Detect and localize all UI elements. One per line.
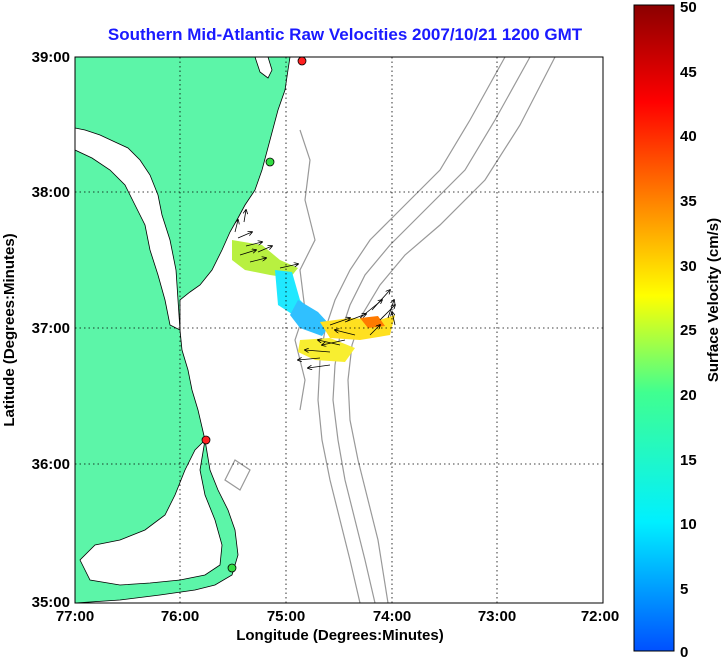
station-marker [227, 563, 237, 573]
pamlico-sound [79, 438, 223, 586]
colorbar-tick: 15 [680, 452, 697, 469]
colorbar-tick: 10 [680, 516, 697, 533]
grid-lines [75, 57, 603, 603]
y-tick-label: 38:00 [32, 184, 70, 201]
colorbar-label: Surface Velocity (cm/s) [705, 218, 722, 382]
colorbar-tick: 30 [680, 258, 697, 275]
colorbar-tick-labels: 50 45 40 35 30 25 20 15 10 5 0 [680, 0, 697, 659]
y-axis-label: Latitude (Degrees:Minutes) [1, 233, 18, 426]
x-tick-label: 76:00 [161, 608, 199, 625]
x-tick-labels: 77:00 76:00 75:00 74:00 73:00 72:00 [56, 608, 619, 625]
x-tick-label: 75:00 [267, 608, 305, 625]
y-tick-label: 35:00 [32, 594, 70, 611]
station-marker [297, 57, 307, 66]
map-frame [74, 56, 604, 604]
delaware-bay [254, 57, 273, 79]
colorbar-tick: 5 [680, 581, 688, 598]
x-axis-label: Longitude (Degrees:Minutes) [236, 627, 444, 644]
colorbar [633, 4, 675, 652]
y-tick-labels: 39:00 38:00 37:00 36:00 35:00 [32, 49, 70, 611]
colorbar-tick: 50 [680, 0, 697, 16]
station-marker [265, 157, 275, 167]
map-plot-area [75, 57, 603, 603]
y-tick-label: 39:00 [32, 49, 70, 66]
colorbar-tick: 25 [680, 322, 697, 339]
station-marker [201, 435, 211, 445]
y-tick-label: 37:00 [32, 320, 70, 337]
velocity-arrows [234, 210, 395, 368]
x-tick-label: 74:00 [373, 608, 411, 625]
x-tick-label: 73:00 [478, 608, 516, 625]
colorbar-tick: 0 [680, 644, 688, 659]
map-title: Southern Mid-Atlantic Raw Velocities 200… [108, 25, 583, 44]
x-tick-label: 77:00 [56, 608, 94, 625]
station-markers [201, 57, 307, 573]
colorbar-tick: 35 [680, 193, 697, 210]
colorbar-tick: 40 [680, 128, 697, 145]
colorbar-tick: 45 [680, 64, 697, 81]
land-mainland [75, 57, 291, 603]
colorbar-tick: 20 [680, 387, 697, 404]
y-tick-label: 36:00 [32, 456, 70, 473]
chesapeake-bay [75, 127, 181, 331]
x-tick-label: 72:00 [581, 608, 619, 625]
